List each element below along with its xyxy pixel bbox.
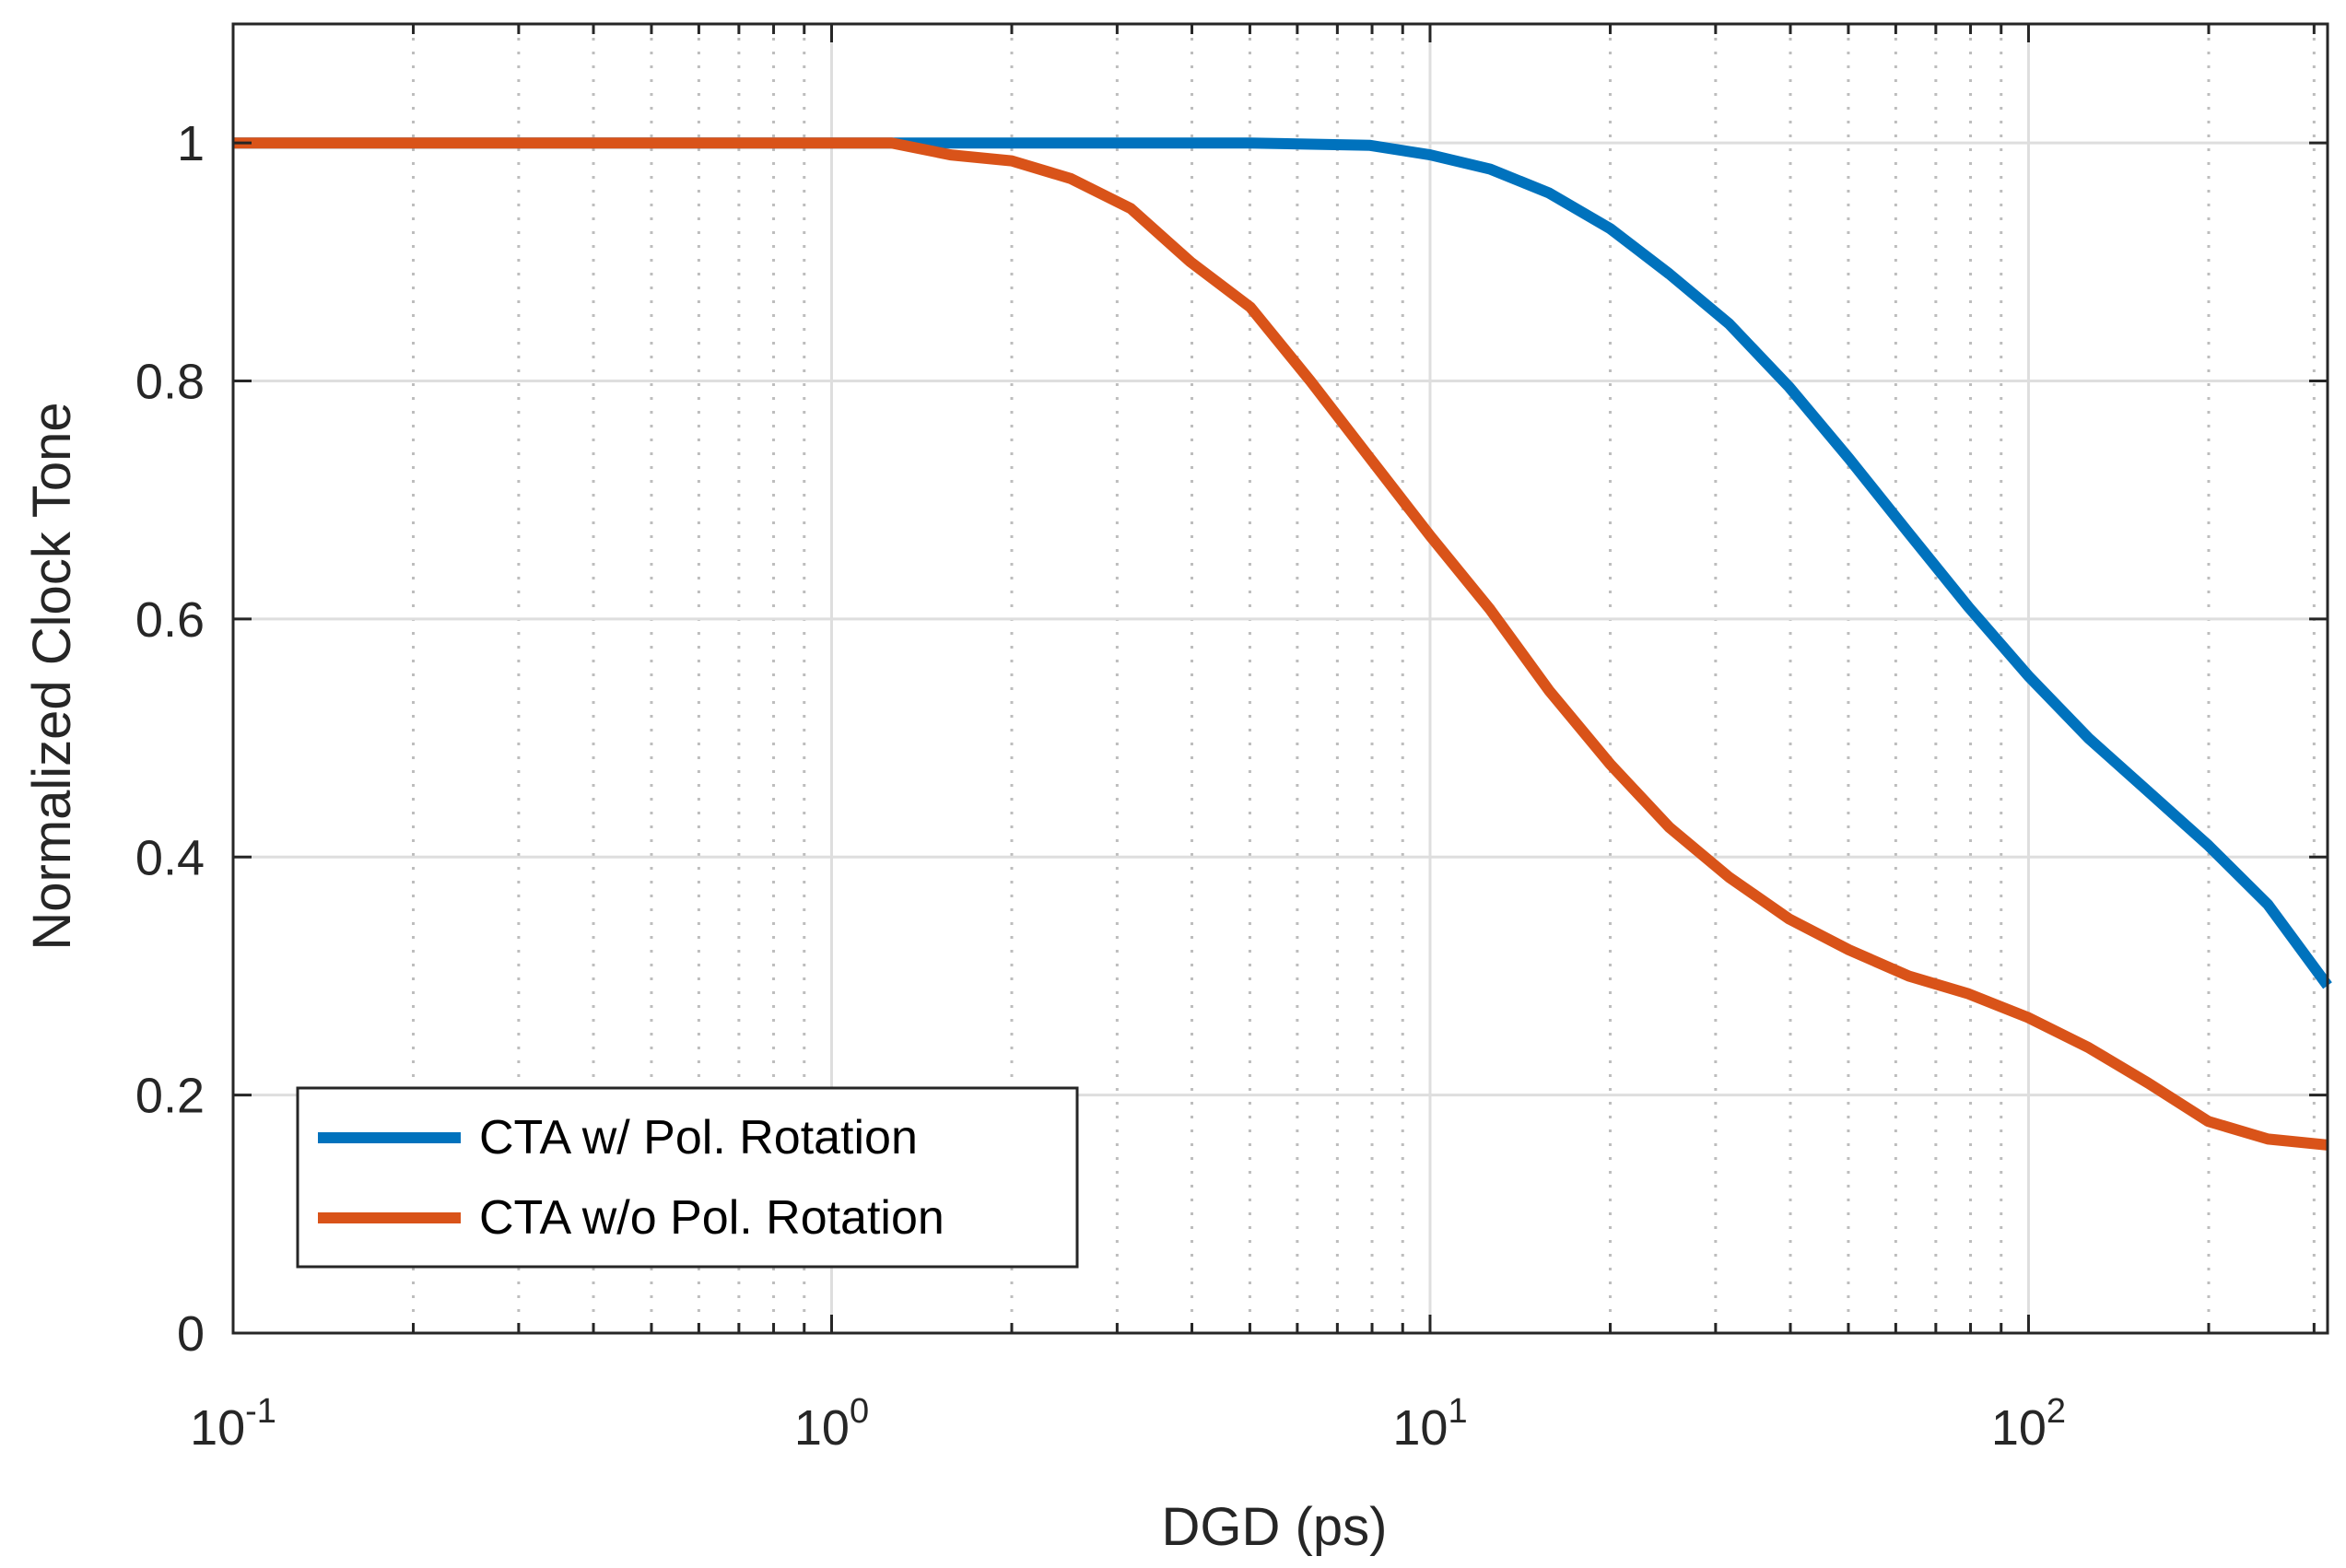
legend-label-cta-with-rotation: CTA w/ Pol. Rotation bbox=[479, 1111, 918, 1164]
x-tick-label: 102 bbox=[1991, 1392, 2066, 1456]
x-axis-title: DGD (ps) bbox=[1162, 1497, 1388, 1557]
y-tick-label: 0.8 bbox=[135, 355, 205, 410]
series-line-cta-without-rotation bbox=[233, 137, 2328, 1151]
y-tick-label: 0.6 bbox=[135, 592, 205, 648]
y-tick-label: 0.2 bbox=[135, 1069, 205, 1124]
y-tick-label: 0.4 bbox=[135, 830, 205, 885]
plot-frame bbox=[231, 22, 2329, 1335]
y-axis-title: Normalized Clock Tone bbox=[22, 402, 82, 950]
x-tick-label: 100 bbox=[794, 1392, 869, 1456]
x-tick-label: 101 bbox=[1392, 1392, 1467, 1456]
y-tick-label: 0 bbox=[177, 1306, 205, 1362]
tick-labels: 0 0.2 0.4 0.6 0.8 1 10-1 100 101 102 bbox=[135, 116, 2066, 1456]
y-tick-label: 1 bbox=[177, 116, 205, 171]
series-group bbox=[233, 137, 2332, 1151]
series-line-cta-with-rotation bbox=[233, 137, 2332, 989]
legend-box bbox=[296, 1086, 1079, 1269]
x-tick-label: 10-1 bbox=[190, 1392, 276, 1456]
legend: CTA w/ Pol. Rotation CTA w/o Pol. Rotati… bbox=[296, 1086, 1079, 1269]
ticks bbox=[231, 24, 2328, 1335]
legend-label-cta-without-rotation: CTA w/o Pol. Rotation bbox=[479, 1191, 944, 1245]
